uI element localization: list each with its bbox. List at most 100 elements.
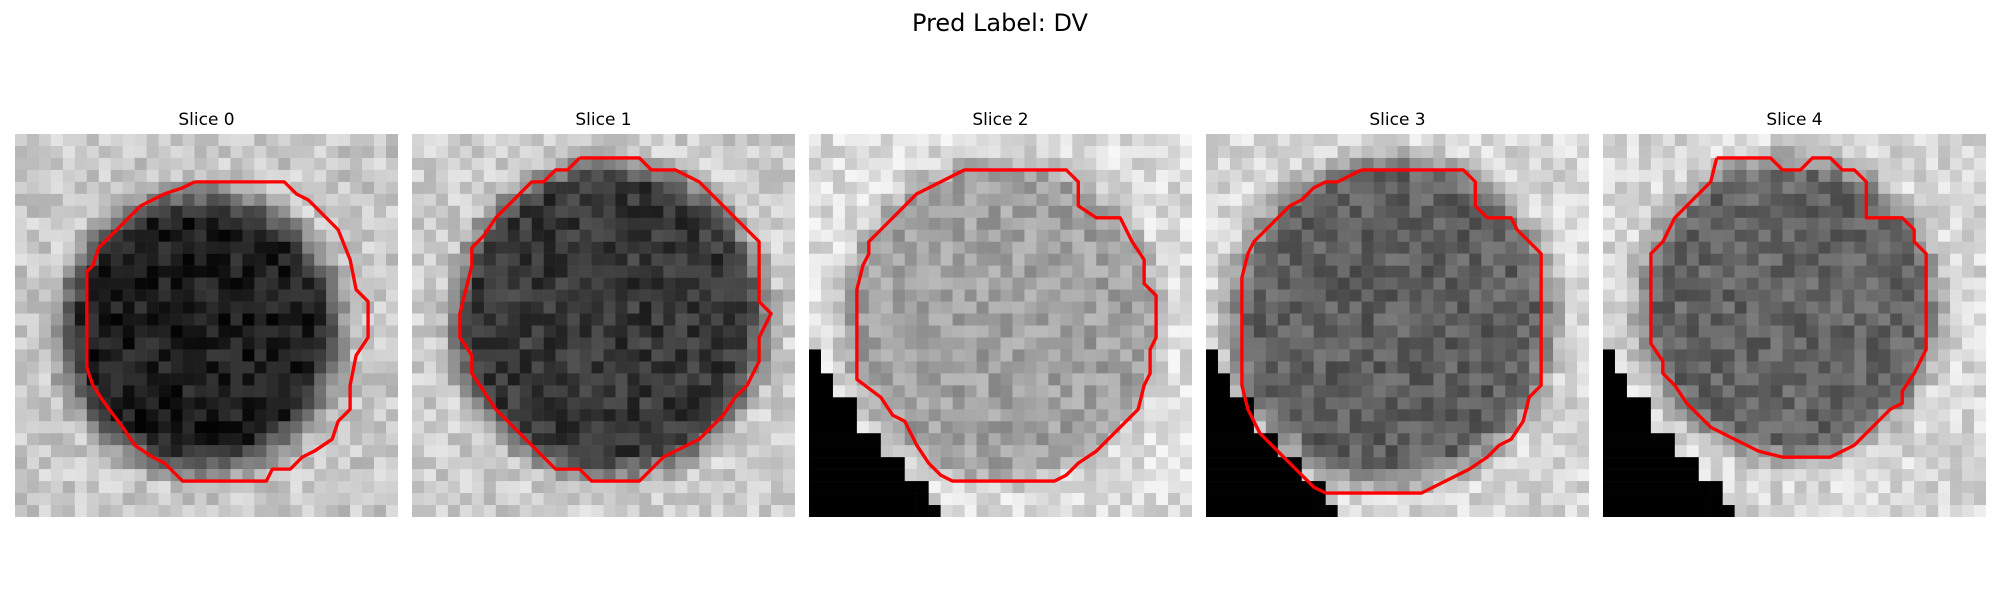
pixel xyxy=(771,169,784,183)
pixel xyxy=(567,205,580,219)
pixel xyxy=(711,433,724,446)
pixel xyxy=(1914,301,1927,314)
pixel xyxy=(868,134,882,147)
pixel xyxy=(1301,157,1314,171)
pixel xyxy=(1603,217,1616,230)
pixel xyxy=(1938,253,1951,266)
pixel xyxy=(1084,481,1097,494)
pixel xyxy=(1397,373,1410,386)
pixel xyxy=(230,409,243,422)
pixel xyxy=(1206,445,1219,458)
pixel xyxy=(1301,145,1314,159)
pixel xyxy=(1614,277,1628,290)
pixel xyxy=(230,277,243,290)
pixel xyxy=(735,313,748,326)
pixel xyxy=(459,505,473,517)
pixel xyxy=(880,385,894,398)
pixel xyxy=(62,289,76,302)
pixel xyxy=(194,445,207,458)
pixel xyxy=(1577,325,1589,338)
pixel xyxy=(1217,385,1231,398)
pixel xyxy=(471,301,485,314)
pixel xyxy=(856,481,870,494)
pixel xyxy=(1433,145,1446,159)
pixel xyxy=(928,421,941,434)
pixel xyxy=(747,493,760,506)
pixel xyxy=(266,457,279,470)
pixel xyxy=(1674,457,1688,470)
pixel xyxy=(699,313,712,326)
pixel xyxy=(266,265,279,278)
pixel xyxy=(1012,409,1025,422)
pixel xyxy=(976,433,989,446)
pixel xyxy=(1830,349,1843,362)
pixel xyxy=(314,481,327,494)
pixel xyxy=(1229,445,1243,458)
pixel xyxy=(350,457,363,470)
pixel xyxy=(1036,265,1049,278)
pixel xyxy=(1072,313,1085,326)
pixel xyxy=(1469,397,1482,410)
pixel xyxy=(1180,157,1192,171)
pixel xyxy=(1553,241,1566,254)
pixel xyxy=(1421,469,1434,482)
pixel xyxy=(964,277,977,290)
pixel xyxy=(1674,361,1688,374)
pixel xyxy=(820,313,834,326)
pixel xyxy=(1265,157,1279,171)
pixel xyxy=(1962,325,1975,338)
pixel xyxy=(1493,505,1506,517)
pixel xyxy=(495,301,508,314)
pixel xyxy=(904,409,917,422)
pixel xyxy=(447,373,461,386)
pixel xyxy=(435,373,449,386)
pixel xyxy=(1866,241,1879,254)
pixel xyxy=(170,313,183,326)
pixel xyxy=(230,349,243,362)
pixel xyxy=(1698,349,1711,362)
pixel xyxy=(976,241,989,254)
pixel xyxy=(603,421,616,434)
pixel xyxy=(74,481,88,494)
pixel xyxy=(1289,361,1302,374)
pixel xyxy=(1156,157,1169,171)
pixel xyxy=(1603,301,1616,314)
pixel xyxy=(254,181,267,195)
pixel xyxy=(1445,421,1458,434)
pixel xyxy=(1722,181,1735,195)
pixel xyxy=(1000,253,1013,266)
pixel xyxy=(1626,289,1640,302)
pixel xyxy=(1866,445,1879,458)
pixel xyxy=(747,433,760,446)
pixel xyxy=(844,193,858,207)
pixel xyxy=(1902,134,1915,147)
pixel xyxy=(1866,134,1879,147)
pixel xyxy=(1541,253,1554,266)
pixel xyxy=(1457,349,1470,362)
pixel xyxy=(495,169,508,183)
pixel xyxy=(1746,265,1759,278)
pixel xyxy=(110,313,123,326)
contour-outline xyxy=(855,168,1158,483)
pixel xyxy=(1481,289,1494,302)
pixel xyxy=(98,289,111,302)
pixel xyxy=(1734,169,1747,183)
pixel xyxy=(1253,505,1267,517)
pixel xyxy=(1541,313,1554,326)
pixel xyxy=(1206,217,1219,230)
pixel xyxy=(1024,493,1037,506)
contour-outline xyxy=(1240,168,1543,495)
pixel xyxy=(386,313,398,326)
pixel xyxy=(1770,313,1783,326)
pixel xyxy=(1638,325,1652,338)
pixel xyxy=(26,325,40,338)
pixel xyxy=(1529,445,1542,458)
pixel xyxy=(1553,373,1566,386)
pixel xyxy=(1206,397,1219,410)
pixel xyxy=(1457,445,1470,458)
pixel xyxy=(50,181,64,195)
pixel xyxy=(50,134,64,147)
pixel xyxy=(1060,433,1073,446)
pixel xyxy=(892,217,905,230)
pixel xyxy=(976,193,989,207)
